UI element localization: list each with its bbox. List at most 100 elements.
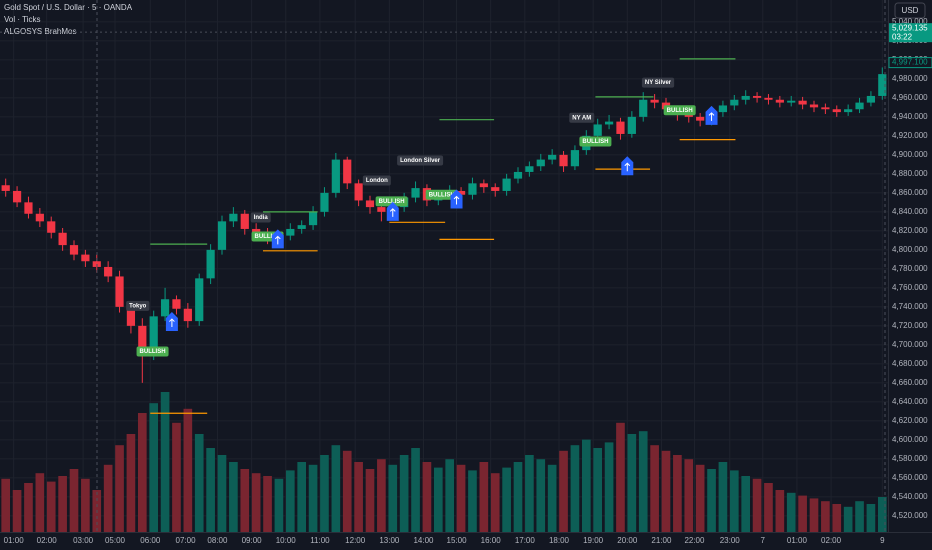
y-tick-label: 4,580.000 xyxy=(892,454,928,463)
volume-bar xyxy=(126,434,136,532)
volume-bar xyxy=(877,497,887,532)
candle-body xyxy=(377,207,386,212)
candle-body xyxy=(730,99,739,106)
candle-body xyxy=(866,95,876,103)
volume-bar xyxy=(513,462,523,532)
candle-body xyxy=(718,105,728,113)
signal-label: BULLISH xyxy=(425,189,458,200)
volume-bar xyxy=(399,455,409,532)
x-tick-label: 14:00 xyxy=(413,536,434,545)
volume-bar xyxy=(866,504,876,532)
x-tick-label: 13:00 xyxy=(379,536,400,545)
volume-bar xyxy=(741,476,751,532)
y-tick-label: 4,920.000 xyxy=(892,131,928,140)
currency-label[interactable]: USD xyxy=(902,6,919,15)
candle-body xyxy=(844,109,853,113)
x-tick-label: 20:00 xyxy=(617,536,638,545)
volume-bar xyxy=(536,459,546,532)
session-label-box xyxy=(250,212,271,223)
session-label-box xyxy=(362,175,391,186)
volume-bar xyxy=(388,464,398,532)
y-tick-label: 4,740.000 xyxy=(892,302,928,311)
volume-bar xyxy=(308,464,318,532)
volume-bar xyxy=(69,469,79,532)
volume-bar xyxy=(786,492,796,532)
candle-body xyxy=(240,213,249,229)
currency-button[interactable] xyxy=(894,2,926,19)
volume-bar xyxy=(137,413,147,532)
volume-bar xyxy=(172,422,181,532)
y-tick-label: 4,840.000 xyxy=(892,207,928,216)
y-tick-label: 4,880.000 xyxy=(892,169,928,178)
session-label-box xyxy=(126,300,150,311)
candle-body xyxy=(286,228,295,236)
signal-label-box xyxy=(375,196,408,207)
y-tick-label: 4,820.000 xyxy=(892,226,928,235)
volume-bar xyxy=(707,469,716,532)
volume-bar xyxy=(809,498,819,532)
candle-body xyxy=(331,159,340,193)
volume-bar xyxy=(103,464,113,532)
volume-bar xyxy=(798,495,807,532)
volume-bar xyxy=(422,462,432,532)
session-label-box xyxy=(641,77,675,88)
candle-body xyxy=(832,109,841,113)
signal-label-box xyxy=(136,346,169,357)
y-tick-label: 4,960.000 xyxy=(892,93,928,102)
session-label: NY Silver xyxy=(641,77,675,88)
signal-label-text: BULLISH xyxy=(667,108,693,114)
x-tick-label: 17:00 xyxy=(515,536,536,545)
x-tick-label: 02:00 xyxy=(37,536,58,545)
volume-bar xyxy=(160,392,170,532)
volume-bar xyxy=(604,442,614,532)
buy-arrow-glyph xyxy=(708,112,715,121)
x-tick-label: 18:00 xyxy=(549,536,570,545)
candle-body xyxy=(855,102,864,110)
volume-bar xyxy=(821,501,830,532)
y-tick-label: 4,720.000 xyxy=(892,321,928,330)
x-tick-label: 03:00 xyxy=(73,536,94,545)
y-tick-label: 5,040.000 xyxy=(892,17,928,26)
candle-body xyxy=(115,276,124,307)
candle-body xyxy=(411,188,420,198)
x-tick-label: 07:00 xyxy=(176,536,197,545)
signal-label: BULLISH xyxy=(136,346,169,357)
candle-body xyxy=(160,299,170,317)
session-label-text: Tokyo xyxy=(129,303,147,309)
indicator-name: ALGOSYS BrahMos xyxy=(4,27,76,36)
volume-bar xyxy=(24,483,33,532)
candle-body xyxy=(741,95,750,100)
buy-arrow-glyph xyxy=(274,235,281,245)
volume-bar xyxy=(456,464,466,532)
signal-label: BULLISH xyxy=(375,196,408,207)
volume-bar xyxy=(251,473,261,532)
candle-body xyxy=(559,154,568,167)
volume-bar xyxy=(240,469,250,532)
volume-bar xyxy=(729,470,739,532)
volume-bar xyxy=(695,464,705,532)
session-label-box xyxy=(397,155,444,166)
last-price-box xyxy=(889,23,932,43)
candle-body xyxy=(764,97,773,100)
x-tick-label: 22:00 xyxy=(684,536,705,545)
volume-bar xyxy=(684,459,694,532)
y-tick-label: 4,680.000 xyxy=(892,359,928,368)
volume-bar xyxy=(547,464,557,532)
volume-bar xyxy=(229,462,238,532)
session-label: India xyxy=(250,212,271,223)
session-label: NY AM xyxy=(569,112,595,123)
volume-bar xyxy=(855,501,864,532)
plot-area: Tokyo India London London Silver NY AM NY Sil… xyxy=(0,0,888,532)
candle-body xyxy=(775,99,784,103)
candle-body xyxy=(69,245,79,255)
candle-body xyxy=(650,99,659,103)
candle-body xyxy=(627,116,636,134)
volume-bar xyxy=(354,462,363,532)
candle-body xyxy=(456,190,466,195)
volume-bar xyxy=(502,467,511,532)
candle-body xyxy=(513,171,523,179)
candle-body xyxy=(365,200,375,208)
y-tick-label: 4,940.000 xyxy=(892,112,928,121)
volume-bar xyxy=(1,478,11,532)
marker-price-label: 4,997.100 xyxy=(892,58,928,67)
